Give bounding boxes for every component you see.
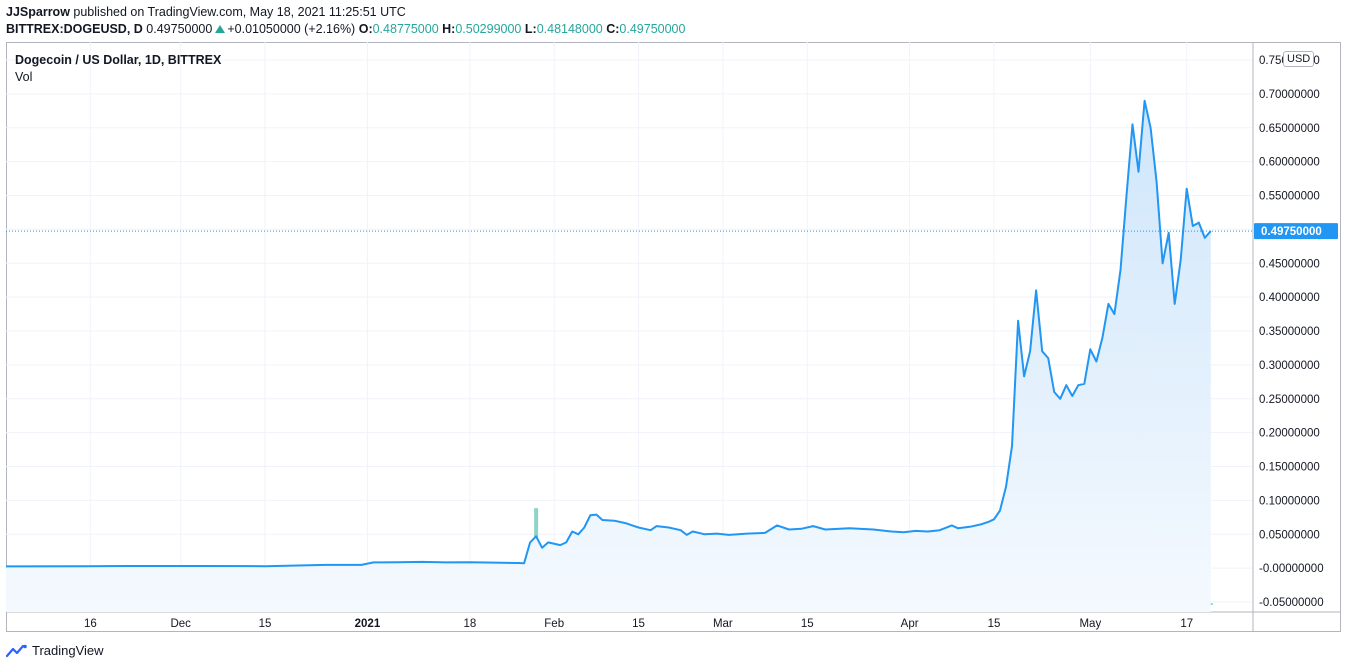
low-value: 0.48148000: [536, 22, 603, 36]
last-price: 0.49750000: [146, 22, 213, 36]
x-tick-label: Apr: [901, 618, 919, 630]
price-line[interactable]: [6, 99, 1212, 568]
currency-badge[interactable]: USD: [1283, 51, 1315, 67]
close-value: 0.49750000: [619, 22, 686, 36]
y-tick-label: -0.05000000: [1259, 597, 1324, 609]
published-text: published on TradingView.com, May 18, 20…: [73, 5, 406, 19]
y-tick-label: 0.45000000: [1259, 258, 1320, 270]
y-tick-label: 0.25000000: [1259, 394, 1320, 406]
x-tick-label: 15: [259, 618, 272, 630]
y-tick-label: 0.30000000: [1259, 360, 1320, 372]
high-value: 0.50299000: [455, 22, 522, 36]
volume-bar: [1208, 603, 1213, 605]
x-tick-label: May: [1079, 618, 1101, 630]
x-tick-label: 16: [84, 618, 97, 630]
x-tick-label: 17: [1180, 618, 1193, 630]
publisher-line: JJSparrow published on TradingView.com, …: [6, 5, 406, 19]
x-tick-label: Feb: [544, 618, 564, 630]
y-tick-label: 0.10000000: [1259, 495, 1320, 507]
current-price-label-bg: [1254, 223, 1338, 240]
tradingview-logo[interactable]: TradingView: [6, 643, 104, 658]
price-area: [6, 100, 1211, 612]
y-tick-label: 0.40000000: [1259, 292, 1320, 304]
y-tick-label: 0.35000000: [1259, 326, 1320, 338]
y-tick-label: 0.70000000: [1259, 89, 1320, 101]
publisher-name[interactable]: JJSparrow: [6, 5, 70, 19]
y-tick-label: 0.05000000: [1259, 529, 1320, 541]
open-label: O:: [358, 22, 373, 36]
symbol-line: BITTREX:DOGEUSD, D 0.49750000 +0.01050000…: [6, 22, 685, 36]
price-change: +0.01050000 (+2.16%): [227, 22, 356, 36]
close-label: C:: [606, 22, 620, 36]
up-arrow-icon: [215, 25, 226, 33]
x-tick-label: 15: [988, 618, 1001, 630]
y-tick-label: 0.60000000: [1259, 157, 1320, 169]
symbol-name: BITTREX:DOGEUSD, D: [6, 22, 143, 36]
x-tick-label: Mar: [713, 618, 733, 630]
low-label: L:: [524, 22, 537, 36]
x-tick-label: Dec: [170, 618, 191, 630]
x-tick-label: 18: [463, 618, 476, 630]
tradingview-brand-text: TradingView: [32, 643, 104, 658]
chart-frame: [6, 42, 1341, 632]
open-value: 0.48775000: [372, 22, 439, 36]
y-tick-label: -0.00000000: [1259, 563, 1324, 575]
y-tick-label: 0.15000000: [1259, 462, 1320, 474]
volume-legend-label: Vol: [15, 70, 33, 84]
y-tick-label: 0.20000000: [1259, 428, 1320, 440]
y-tick-label: 0.55000000: [1259, 191, 1320, 203]
price-chart[interactable]: 0.750000000.700000000.650000000.60000000…: [6, 42, 1341, 632]
x-tick-label: 15: [801, 618, 814, 630]
x-tick-label: 2021: [355, 618, 381, 630]
current-price-label: 0.49750000: [1261, 226, 1322, 238]
y-tick-label: 0.65000000: [1259, 123, 1320, 135]
chart-legend-title: Dogecoin / US Dollar, 1D, BITTREX: [15, 53, 222, 67]
x-tick-label: 15: [632, 618, 645, 630]
high-label: H:: [442, 22, 456, 36]
tradingview-logo-icon: [6, 644, 27, 657]
